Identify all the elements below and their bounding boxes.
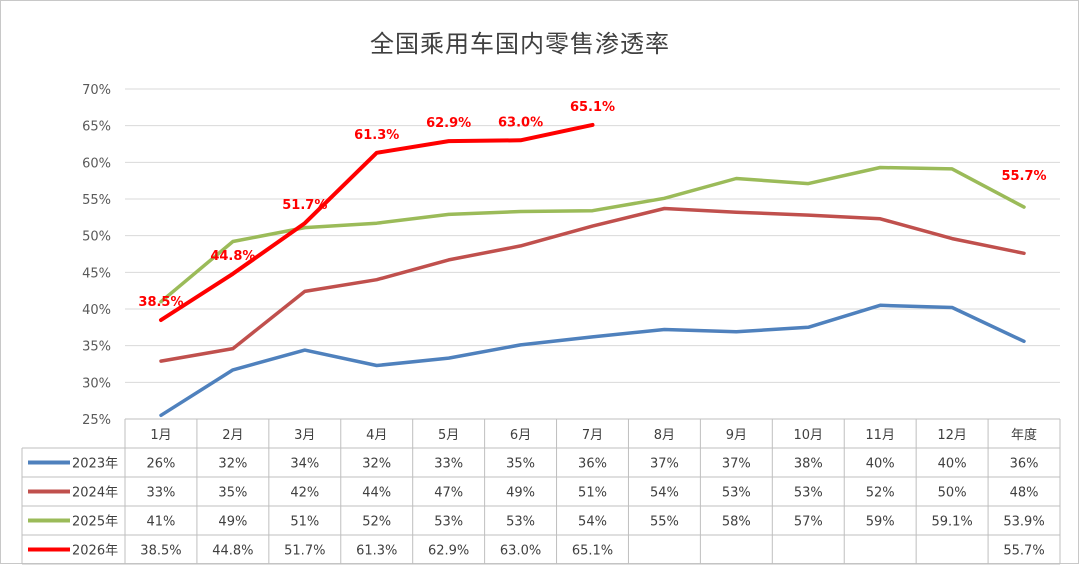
table-cell: 51% [290, 515, 319, 530]
table-cell: 55.7% [1003, 544, 1044, 559]
x-tick-label: 4月 [366, 428, 387, 443]
table-cell: 52% [866, 486, 895, 501]
y-tick-label: 45% [82, 266, 111, 281]
x-tick-label: 3月 [294, 428, 315, 443]
table-cell: 35% [218, 486, 247, 501]
table-cell: 32% [362, 457, 391, 472]
table-cell: 35% [506, 457, 535, 472]
data-label: 51.7% [282, 198, 327, 213]
data-label: 62.9% [426, 116, 471, 131]
x-tick-label: 10月 [793, 428, 823, 443]
table-cell: 32% [218, 457, 247, 472]
table-cell: 36% [1010, 457, 1039, 472]
table-cell: 40% [866, 457, 895, 472]
series-line [159, 206, 1026, 363]
table-cell: 51% [578, 486, 607, 501]
data-label: 55.7% [1001, 169, 1046, 184]
legend-label: 2023年 [72, 457, 118, 472]
table-cell: 53% [794, 486, 823, 501]
table-cell: 53% [722, 486, 751, 501]
table-cell: 33% [147, 486, 176, 501]
y-tick-label: 30% [82, 376, 111, 391]
y-tick-label: 65% [82, 120, 111, 135]
table-cell: 44.8% [212, 544, 253, 559]
y-tick-label: 55% [82, 193, 111, 208]
table-cell: 44% [362, 486, 391, 501]
table-cell: 59.1% [931, 515, 972, 530]
table-cell: 51.7% [284, 544, 325, 559]
table-cell: 54% [578, 515, 607, 530]
data-label: 65.1% [570, 100, 615, 115]
data-label: 63.0% [498, 115, 543, 130]
table-cell: 34% [290, 457, 319, 472]
y-tick-label: 70% [82, 83, 111, 98]
table-cell: 59% [866, 515, 895, 530]
table-cell: 40% [938, 457, 967, 472]
table-cell: 42% [290, 486, 319, 501]
table-cell: 65.1% [572, 544, 613, 559]
table-cell: 26% [147, 457, 176, 472]
table-cell: 37% [722, 457, 751, 472]
legend-label: 2024年 [72, 486, 118, 501]
table-cell: 50% [938, 486, 967, 501]
table-cell: 61.3% [356, 544, 397, 559]
series-line [159, 165, 1026, 304]
y-tick-label: 35% [82, 340, 111, 355]
table-cell: 33% [434, 457, 463, 472]
x-tick-label: 11月 [865, 428, 895, 443]
table-cell: 53% [506, 515, 535, 530]
table-cell: 49% [506, 486, 535, 501]
series-line [159, 303, 1026, 418]
x-tick-label: 1月 [150, 428, 171, 443]
table-cell: 36% [578, 457, 607, 472]
table-cell: 41% [147, 515, 176, 530]
x-tick-label: 年度 [1011, 427, 1037, 443]
x-tick-label: 2月 [222, 428, 243, 443]
data-label: 61.3% [354, 128, 399, 143]
table-cell: 55% [650, 515, 679, 530]
data-label: 44.8% [210, 249, 255, 264]
x-tick-label: 7月 [582, 428, 603, 443]
table-cell: 53% [434, 515, 463, 530]
table-cell: 48% [1010, 486, 1039, 501]
x-tick-label: 5月 [438, 428, 459, 443]
legend-label: 2025年 [72, 515, 118, 530]
table-cell: 47% [434, 486, 463, 501]
x-tick-label: 6月 [510, 428, 531, 443]
chart-title: 全国乘用车国内零售渗透率 [370, 30, 670, 58]
y-tick-label: 50% [82, 230, 111, 245]
table-cell: 38% [794, 457, 823, 472]
table-cell: 52% [362, 515, 391, 530]
data-label: 38.5% [138, 295, 183, 310]
table-cell: 57% [794, 515, 823, 530]
table-cell: 37% [650, 457, 679, 472]
series-line [159, 122, 595, 322]
table-cell: 62.9% [428, 544, 469, 559]
y-tick-label: 60% [82, 156, 111, 171]
table-cell: 63.0% [500, 544, 541, 559]
table-cell: 54% [650, 486, 679, 501]
table-cell: 38.5% [140, 544, 181, 559]
legend-label: 2026年 [72, 544, 118, 559]
table-cell: 53.9% [1003, 515, 1044, 530]
y-tick-label: 25% [82, 413, 111, 428]
table-cell: 58% [722, 515, 751, 530]
table-cell: 49% [218, 515, 247, 530]
x-tick-label: 12月 [937, 428, 967, 443]
x-tick-label: 8月 [654, 428, 675, 443]
y-tick-label: 40% [82, 303, 111, 318]
x-tick-label: 9月 [726, 428, 747, 443]
